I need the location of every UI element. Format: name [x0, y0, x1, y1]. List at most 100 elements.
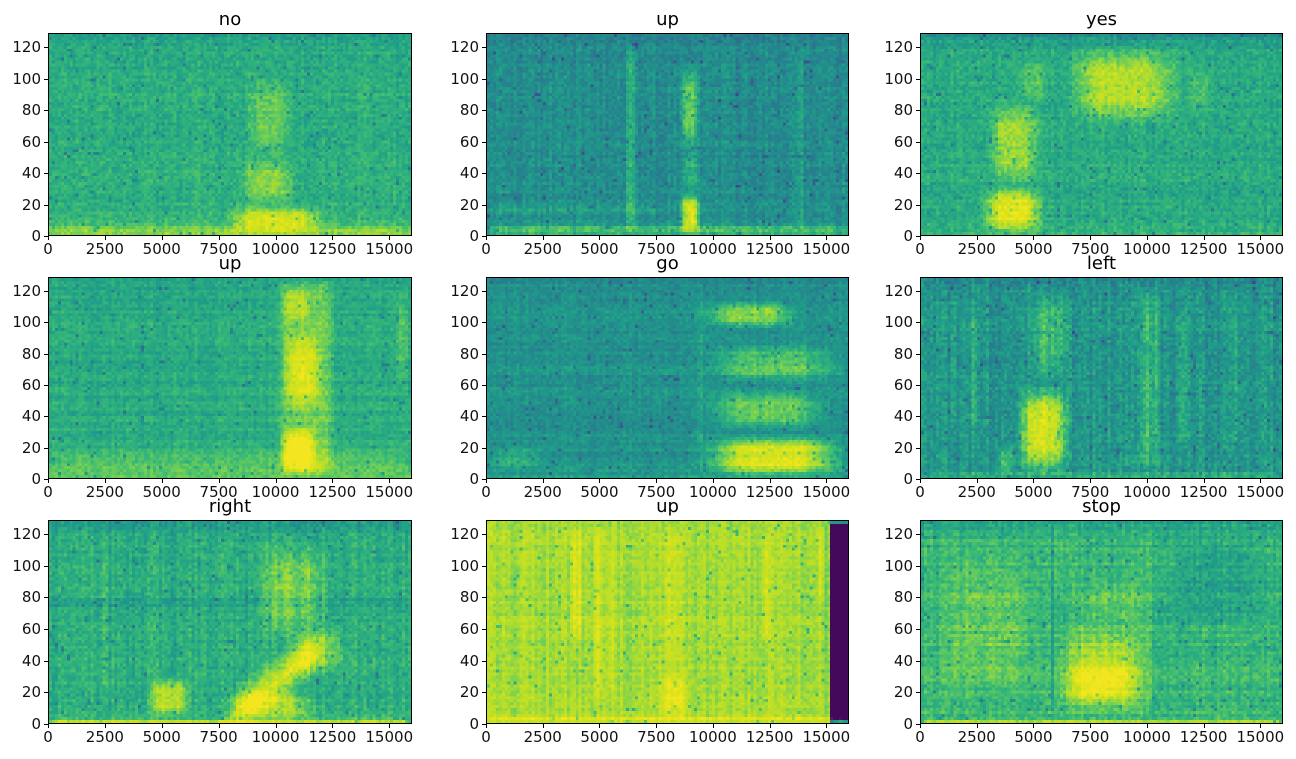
subplot-3-title: up	[218, 253, 242, 274]
y-tick-label: 100	[450, 556, 479, 575]
y-tick-mark	[44, 141, 48, 143]
y-tick-label: 120	[884, 38, 913, 57]
y-tick-label: 100	[12, 556, 41, 575]
x-tick-label: 10000	[689, 728, 737, 746]
x-tick-mark	[826, 724, 828, 728]
spectrogram-canvas-up-3	[49, 278, 411, 478]
x-tick-mark	[1033, 479, 1035, 483]
x-tick-label: 7500	[637, 728, 676, 746]
y-tick-mark	[44, 724, 48, 725]
y-tick-mark	[916, 565, 920, 567]
x-tick-mark	[656, 724, 658, 728]
y-tick-label: 120	[884, 525, 913, 544]
x-tick-mark	[486, 724, 487, 728]
x-tick-label: 0	[43, 240, 53, 258]
y-tick-label: 20	[893, 438, 913, 457]
x-tick-mark	[769, 236, 771, 240]
x-tick-mark	[599, 479, 601, 483]
x-tick-label: 5000	[1014, 240, 1053, 258]
y-tick-mark	[482, 447, 486, 449]
x-tick-mark	[1090, 724, 1092, 728]
x-tick-label: 2500	[957, 483, 996, 501]
subplot-2-plot-area	[920, 33, 1283, 236]
y-tick-label: 20	[459, 438, 479, 457]
y-tick-label: 80	[21, 344, 41, 363]
y-tick-mark	[44, 353, 48, 355]
x-tick-mark	[976, 479, 978, 483]
y-tick-label: 100	[12, 69, 41, 88]
x-tick-label: 12500	[308, 728, 357, 746]
x-tick-label: 12500	[745, 240, 794, 258]
y-tick-label: 0	[903, 715, 913, 733]
subplot-1-plot-area	[486, 33, 849, 236]
spectrogram-canvas-up-1	[487, 34, 848, 235]
x-tick-mark	[48, 724, 49, 728]
y-tick-mark	[916, 204, 920, 206]
y-tick-mark	[482, 534, 486, 536]
y-tick-mark	[44, 291, 48, 293]
y-tick-mark	[44, 660, 48, 662]
x-tick-mark	[486, 479, 487, 483]
x-tick-label: 10000	[251, 728, 300, 746]
y-tick-mark	[916, 385, 920, 387]
y-tick-label: 60	[459, 376, 479, 395]
x-tick-label: 5000	[1014, 483, 1053, 501]
subplot-8-title: stop	[1082, 496, 1121, 517]
y-tick-label: 100	[884, 69, 913, 88]
y-tick-mark	[482, 479, 486, 480]
x-tick-label: 10000	[1123, 728, 1171, 746]
x-tick-label: 15000	[802, 483, 851, 501]
y-tick-mark	[916, 534, 920, 536]
x-tick-mark	[920, 236, 921, 240]
x-tick-label: 10000	[689, 483, 737, 501]
x-tick-mark	[1033, 236, 1035, 240]
x-tick-mark	[389, 236, 391, 240]
x-tick-label: 7500	[199, 240, 238, 258]
y-tick-mark	[44, 204, 48, 206]
x-tick-label: 0	[43, 728, 53, 746]
y-tick-label: 20	[893, 195, 913, 214]
subplot-0-title: no	[218, 9, 242, 30]
y-tick-label: 60	[459, 132, 479, 151]
x-tick-mark	[712, 479, 714, 483]
y-tick-label: 40	[459, 651, 479, 670]
subplot-1-title: up	[656, 9, 679, 30]
y-tick-label: 80	[459, 588, 479, 607]
x-tick-mark	[332, 236, 334, 240]
x-tick-label: 5000	[580, 240, 619, 258]
x-tick-label: 7500	[1071, 728, 1110, 746]
x-tick-mark	[275, 236, 277, 240]
x-tick-mark	[769, 724, 771, 728]
spectrogram-canvas-no-0	[49, 34, 411, 235]
x-tick-label: 2500	[957, 240, 996, 258]
x-tick-mark	[1090, 479, 1092, 483]
y-tick-label: 40	[459, 407, 479, 426]
x-tick-mark	[976, 724, 978, 728]
y-tick-label: 80	[893, 101, 913, 120]
x-tick-mark	[161, 479, 163, 483]
y-tick-mark	[916, 724, 920, 725]
x-tick-label: 7500	[1071, 483, 1110, 501]
x-tick-label: 10000	[1123, 483, 1171, 501]
y-tick-label: 120	[450, 38, 479, 57]
y-tick-mark	[482, 597, 486, 599]
y-tick-label: 40	[21, 164, 41, 183]
spectrogram-canvas-right-6	[49, 521, 411, 723]
y-tick-label: 0	[31, 715, 41, 733]
x-tick-label: 15000	[365, 240, 414, 258]
y-tick-mark	[44, 534, 48, 536]
y-tick-mark	[44, 322, 48, 324]
y-tick-mark	[482, 291, 486, 293]
y-tick-label: 80	[21, 588, 41, 607]
y-tick-mark	[44, 447, 48, 449]
y-tick-label: 60	[21, 132, 41, 151]
y-tick-mark	[44, 597, 48, 599]
x-tick-mark	[1146, 724, 1148, 728]
y-tick-label: 120	[12, 38, 41, 57]
x-tick-mark	[542, 236, 544, 240]
y-tick-label: 60	[21, 376, 41, 395]
y-tick-mark	[44, 47, 48, 49]
y-tick-label: 120	[450, 525, 479, 544]
y-tick-label: 40	[459, 164, 479, 183]
y-tick-mark	[916, 597, 920, 599]
